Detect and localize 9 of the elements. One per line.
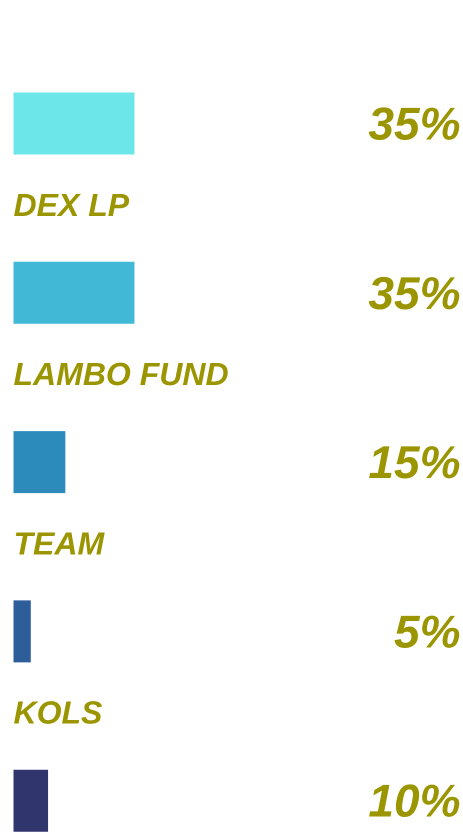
data-label: 35% <box>368 98 461 150</box>
y-tick-label: DEX LP <box>14 186 130 223</box>
data-label: 35% <box>368 266 461 319</box>
y-tick-label: KOLS <box>14 694 104 731</box>
data-label: 15% <box>368 436 461 488</box>
data-label: 5% <box>394 605 460 658</box>
y-tick-label: TEAM <box>14 525 106 562</box>
y-tick-label: LAMBO FUND <box>14 356 229 392</box>
data-label: 10% <box>368 774 461 827</box>
